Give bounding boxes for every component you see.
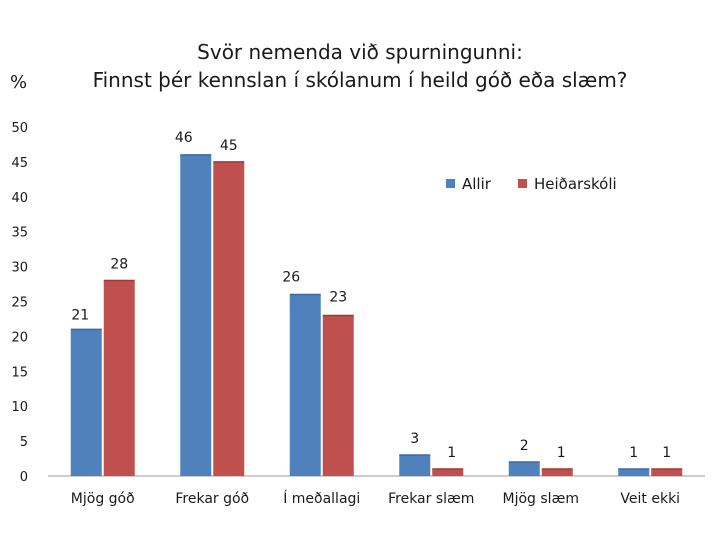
bar-allir: [180, 154, 212, 477]
data-label: 26: [282, 270, 300, 286]
bar-heidarskoli: [322, 315, 354, 476]
data-label: 28: [110, 257, 128, 273]
data-label: 1: [629, 445, 638, 461]
y-tick-label: 30: [11, 261, 28, 276]
y-tick-label: 40: [11, 191, 28, 206]
legend-swatch: [518, 179, 527, 188]
bar-heidarskoli: [651, 469, 683, 476]
y-tick-label: 5: [20, 435, 28, 450]
y-tick-label: 20: [11, 330, 28, 345]
x-tick-label: Frekar slæm: [388, 491, 474, 507]
bar-heidarskoli: [103, 280, 135, 476]
x-tick-label: Frekar góð: [175, 491, 249, 507]
x-tick-label: Veit ekki: [620, 491, 680, 507]
data-label: 3: [410, 431, 419, 447]
bar-allir: [70, 329, 102, 476]
bar-allir: [399, 455, 431, 476]
y-tick-label: 10: [11, 400, 28, 415]
data-label: 46: [175, 130, 193, 146]
chart-title-line-2: Finnst þér kennslan í skólanum í heild g…: [92, 68, 628, 92]
bar-heidarskoli: [541, 469, 573, 476]
bar-allir: [508, 462, 540, 476]
y-tick-label: 45: [11, 156, 28, 171]
y-tick-label: 35: [11, 226, 28, 241]
bar-allir: [618, 469, 650, 476]
x-tick-label: Í meðallagi: [283, 490, 360, 507]
y-axis-label: %: [10, 72, 28, 93]
y-tick-label: 25: [11, 296, 28, 311]
data-label: 45: [220, 138, 238, 154]
y-tick-label: 15: [11, 365, 28, 380]
data-label: 2: [520, 438, 529, 454]
bar-heidarskoli: [432, 469, 464, 476]
data-label: 21: [71, 307, 89, 323]
bar-heidarskoli: [213, 161, 245, 476]
legend-label: Allir: [462, 175, 492, 193]
data-label: 1: [447, 445, 456, 461]
chart-title-line-1: Svör nemenda við spurningunni:: [197, 40, 523, 64]
data-label: 23: [329, 289, 347, 305]
y-tick-label: 50: [11, 121, 28, 136]
legend-swatch: [446, 179, 455, 188]
legend-label: Heiðarskóli: [534, 175, 617, 193]
data-label: 1: [662, 445, 671, 461]
y-tick-label: 0: [20, 470, 28, 485]
x-tick-label: Mjög góð: [71, 491, 135, 507]
bar-allir: [289, 294, 321, 476]
data-label: 1: [557, 445, 566, 461]
x-tick-label: Mjög slæm: [503, 491, 579, 507]
